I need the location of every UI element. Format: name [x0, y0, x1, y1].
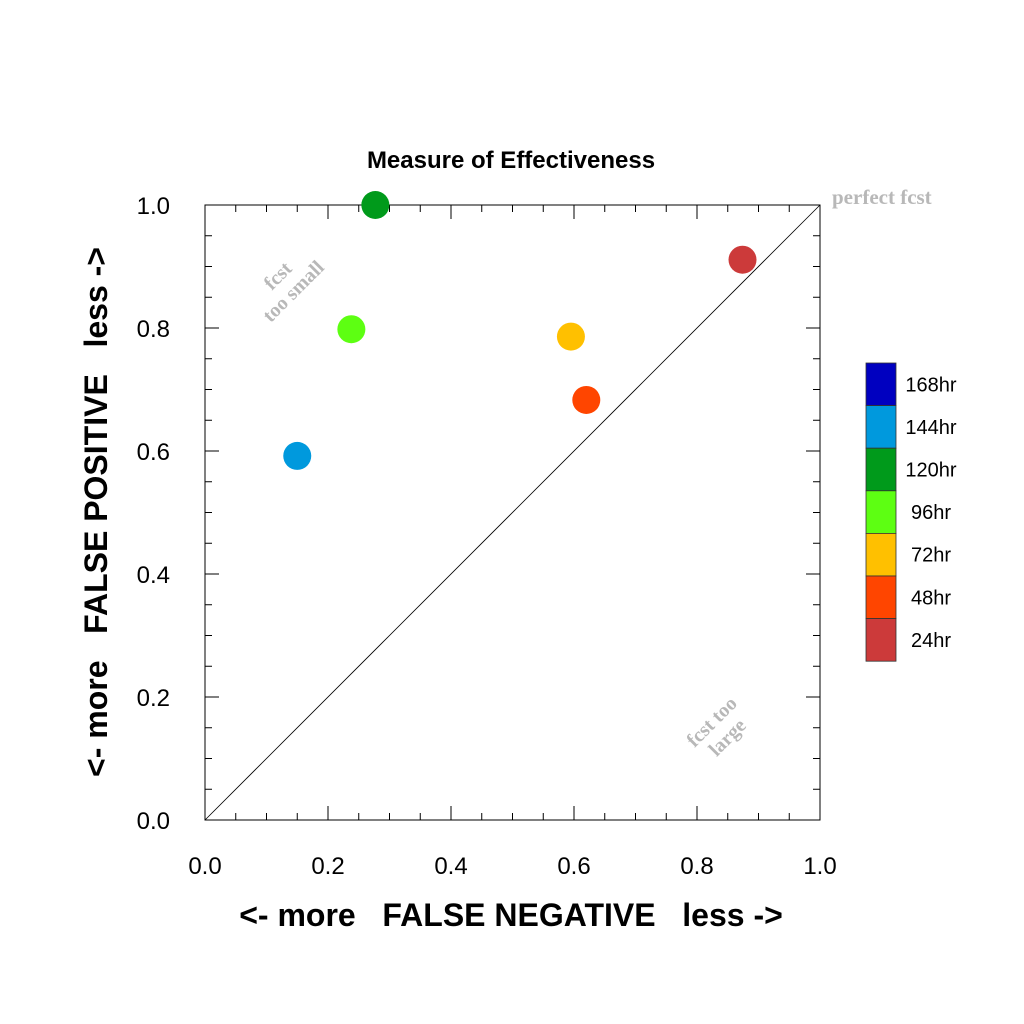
x-tick-label: 0.2: [311, 853, 344, 880]
chart-title: Measure of Effectiveness: [367, 147, 655, 174]
x-tick-label: 1.0: [803, 853, 836, 880]
legend-swatch-168hr: [865, 362, 897, 406]
legend-label: 120hr: [905, 460, 956, 482]
legend-label: 168hr: [905, 374, 956, 396]
legend: 168hr 144hr 120hr 96hr 72hr 48hr 24hr: [865, 362, 957, 662]
x-tick-label: 0.0: [188, 853, 221, 880]
annotation-too-small: fcst too small: [259, 256, 329, 326]
legend-swatch-120hr: [865, 447, 897, 492]
y-tick-label: 0.0: [137, 808, 170, 835]
legend-swatch-24hr: [865, 618, 897, 662]
legend-label: 72hr: [911, 545, 951, 567]
x-tick-labels: 0.0 0.2 0.4 0.6 0.8 1.0: [188, 853, 836, 880]
point-72hr: [556, 322, 585, 351]
data-points: [283, 191, 757, 470]
annotation-too-large: fcst too large: [683, 693, 751, 761]
legend-swatch-48hr: [865, 575, 897, 619]
x-axis-label: <- more FALSE NEGATIVE less ->: [239, 897, 783, 933]
x-tick-label: 0.6: [557, 853, 590, 880]
y-tick-label: 1.0: [137, 193, 170, 220]
y-tick-labels: 0.0 0.2 0.4 0.6 0.8 1.0: [137, 193, 170, 835]
y-tick-label: 0.8: [137, 316, 170, 343]
point-120hr: [361, 191, 390, 219]
legend-swatch-144hr: [865, 405, 897, 449]
annotation-too-small-line2: too small: [259, 256, 329, 326]
point-48hr: [572, 385, 601, 414]
legend-label: 144hr: [905, 417, 956, 439]
legend-swatch-96hr: [865, 490, 897, 534]
point-24hr: [728, 245, 757, 274]
tick-marks: [204, 204, 821, 821]
annotation-perfect-forecast: perfect fcst: [832, 185, 932, 209]
legend-label: 48hr: [911, 587, 951, 609]
perfect-forecast-diagonal: [204, 204, 821, 821]
legend-swatch-72hr: [865, 533, 897, 577]
x-tick-label: 0.4: [434, 853, 467, 880]
legend-label: 24hr: [911, 630, 951, 652]
x-tick-label: 0.8: [680, 853, 713, 880]
y-axis-label: <- more FALSE POSITIVE less ->: [78, 247, 114, 777]
point-144hr: [283, 441, 312, 470]
y-tick-label: 0.4: [137, 562, 170, 589]
y-tick-label: 0.6: [137, 439, 170, 466]
legend-label: 96hr: [911, 502, 951, 524]
point-96hr: [337, 315, 366, 344]
y-tick-label: 0.2: [137, 685, 170, 712]
